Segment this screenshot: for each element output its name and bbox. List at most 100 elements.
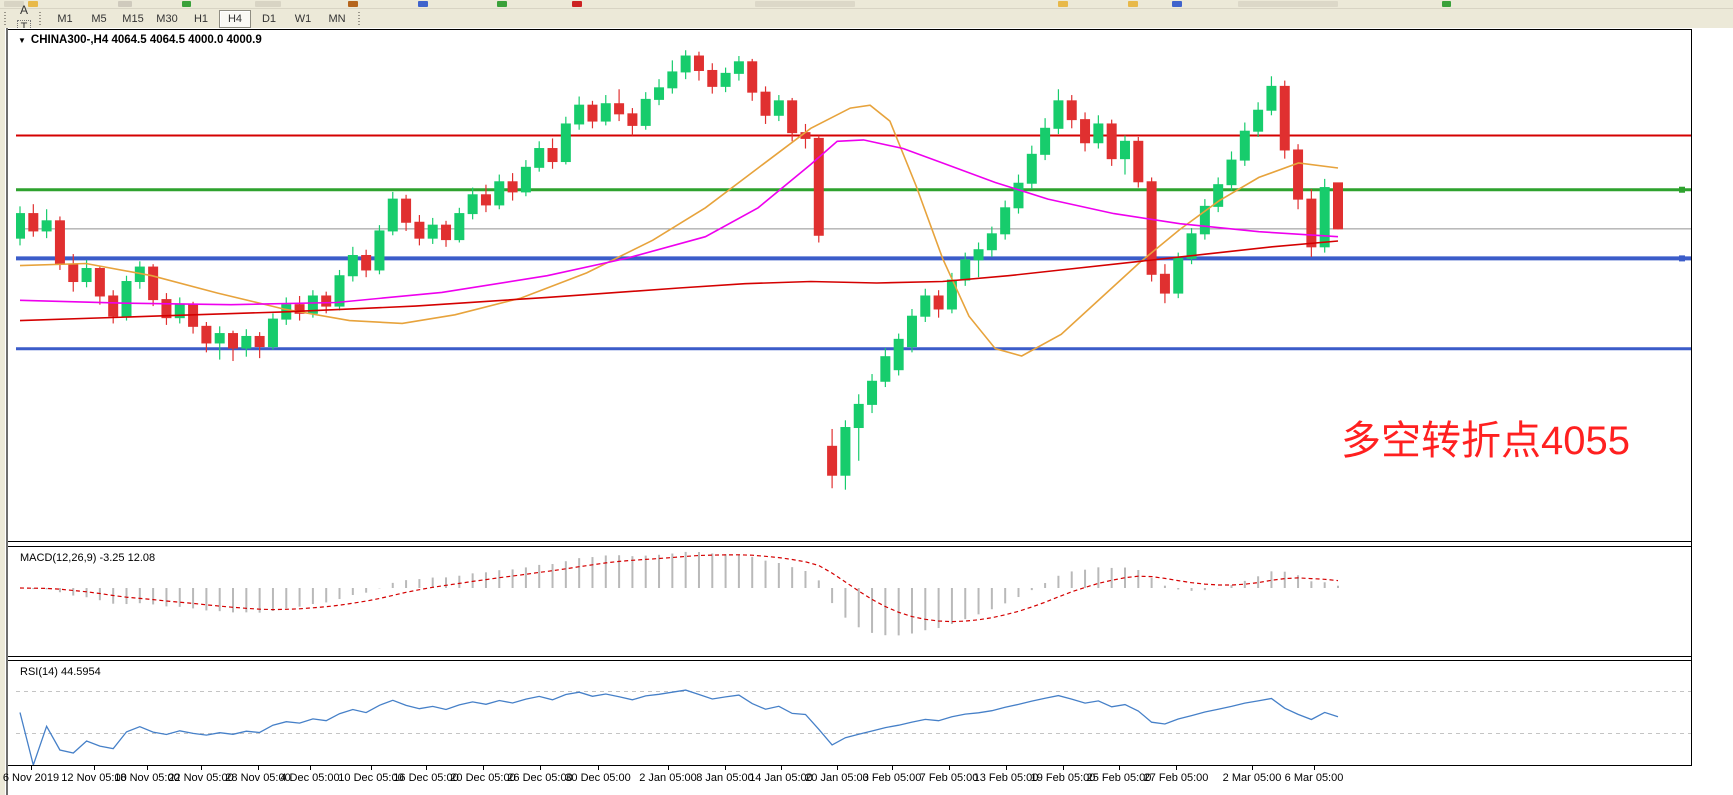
time-axis-label[interactable]: 6 Mar 05:00 bbox=[1284, 772, 1344, 784]
time-axis-label[interactable]: 27 Feb 05:00 bbox=[1143, 772, 1209, 784]
candle-body bbox=[600, 103, 611, 122]
candle-body bbox=[787, 100, 798, 134]
chevron-down-icon[interactable]: ▼ bbox=[18, 35, 26, 45]
timeframe-button-mn[interactable]: MN bbox=[328, 12, 346, 25]
main-price-pane[interactable] bbox=[8, 50, 1691, 490]
time-axis-tick bbox=[781, 766, 782, 770]
time-axis-label[interactable]: 13 Feb 05:00 bbox=[973, 772, 1039, 784]
time-axis-tick bbox=[1063, 766, 1064, 770]
toolbar-icon-fragment[interactable] bbox=[755, 1, 855, 7]
toolbar-icon-fragment[interactable] bbox=[1058, 1, 1068, 7]
time-axis-tick bbox=[892, 766, 893, 770]
candle-body bbox=[1226, 159, 1237, 186]
time-axis-tick bbox=[1314, 766, 1315, 770]
time-axis-label[interactable]: 20 Dec 05:00 bbox=[450, 772, 516, 784]
time-axis-label[interactable]: 22 Nov 05:00 bbox=[168, 772, 234, 784]
time-axis-tick bbox=[1119, 766, 1120, 770]
candle-body bbox=[1119, 140, 1130, 160]
candle-body bbox=[747, 61, 758, 93]
time-axis-tick bbox=[483, 766, 484, 770]
time-axis-label[interactable]: 28 Nov 05:00 bbox=[225, 772, 291, 784]
price-axis[interactable] bbox=[1695, 28, 1733, 795]
time-axis-label[interactable]: 2 Jan 05:00 bbox=[639, 772, 697, 784]
candle-body bbox=[347, 255, 358, 277]
candle-body bbox=[361, 255, 372, 271]
time-axis-label[interactable]: 25 Feb 05:00 bbox=[1086, 772, 1152, 784]
candle-body bbox=[1186, 233, 1197, 259]
candle-body bbox=[1333, 182, 1343, 230]
time-axis-label[interactable]: 30 Dec 05:00 bbox=[565, 772, 631, 784]
time-axis-label[interactable]: 6 Nov 2019 bbox=[2, 772, 60, 784]
time-axis-label[interactable]: 14 Jan 05:00 bbox=[749, 772, 813, 784]
candle-body bbox=[853, 403, 864, 429]
candle-body bbox=[1080, 119, 1091, 144]
candle-body bbox=[1199, 205, 1210, 235]
candle-body bbox=[707, 69, 718, 87]
toolbar-icon-fragment[interactable] bbox=[418, 1, 428, 7]
toolbar-icon-fragment[interactable] bbox=[28, 1, 38, 7]
timeframe-button-m30[interactable]: M30 bbox=[156, 12, 178, 25]
toolbar-icon-fragment[interactable] bbox=[255, 1, 281, 7]
toolbar-icon-fragment[interactable] bbox=[182, 1, 191, 7]
time-axis-label[interactable]: 20 Jan 05:00 bbox=[805, 772, 869, 784]
time-axis-tick bbox=[598, 766, 599, 770]
line-handle[interactable] bbox=[1679, 255, 1685, 262]
time-axis-label[interactable]: 18 Nov 05:00 bbox=[114, 772, 180, 784]
candle-body bbox=[760, 91, 771, 116]
time-axis-tick bbox=[31, 766, 32, 770]
candle-body bbox=[534, 148, 545, 168]
timeframe-button-m1[interactable]: M1 bbox=[57, 12, 73, 25]
time-axis-label[interactable]: 7 Feb 05:00 bbox=[919, 772, 979, 784]
toolbar-icon-fragment[interactable] bbox=[118, 1, 132, 7]
toolbar-grip bbox=[358, 11, 363, 26]
text-label-icon[interactable]: A bbox=[14, 2, 34, 19]
time-axis-label[interactable]: 19 Feb 05:00 bbox=[1030, 772, 1096, 784]
toolbar-icon-fragment[interactable] bbox=[572, 1, 582, 7]
timeframe-button-m15[interactable]: M15 bbox=[122, 12, 144, 25]
time-axis-label[interactable]: 12 Nov 05:00 bbox=[61, 772, 127, 784]
candle-body bbox=[614, 103, 625, 115]
candle-body bbox=[494, 181, 505, 206]
rsi-pane[interactable] bbox=[16, 689, 1691, 765]
toolbar-icon-fragment[interactable] bbox=[1238, 1, 1338, 7]
candle-body bbox=[1146, 181, 1157, 275]
candle-body bbox=[480, 194, 491, 206]
timeframe-button-h4[interactable]: H4 bbox=[219, 9, 251, 28]
toolbar-icon-fragment[interactable] bbox=[497, 1, 507, 7]
timeframe-button-h1[interactable]: H1 bbox=[193, 12, 209, 25]
timeframe-button-w1[interactable]: W1 bbox=[294, 12, 312, 25]
ma-fast-orange bbox=[19, 104, 1339, 357]
line-handle[interactable] bbox=[1679, 186, 1685, 193]
time-axis-tick bbox=[94, 766, 95, 770]
candle-body bbox=[427, 224, 438, 239]
toolbar-icon-fragment[interactable] bbox=[1128, 1, 1138, 7]
time-axis-label[interactable]: 26 Dec 05:00 bbox=[507, 772, 573, 784]
time-axis-label[interactable]: 16 Dec 05:00 bbox=[393, 772, 459, 784]
candle-body bbox=[1040, 127, 1051, 155]
time-axis-label[interactable]: 2 Mar 05:00 bbox=[1222, 772, 1282, 784]
toolbar-icon-fragment[interactable] bbox=[348, 1, 358, 7]
time-axis-label[interactable]: 3 Feb 05:00 bbox=[862, 772, 922, 784]
timeframe-button-m5[interactable]: M5 bbox=[91, 12, 107, 25]
chart-title-text: CHINA300-,H4 4064.5 4064.5 4000.0 4000.9 bbox=[30, 34, 262, 46]
time-axis-tick bbox=[668, 766, 669, 770]
toolbar-icon-fragment[interactable] bbox=[1172, 1, 1182, 7]
candle-body bbox=[680, 55, 691, 73]
candle-body bbox=[148, 266, 159, 301]
toolbar-icon-fragment[interactable] bbox=[1442, 1, 1451, 7]
candle-body bbox=[560, 123, 571, 163]
chart-canvas[interactable] bbox=[8, 28, 1733, 795]
toolbar-icon-fragment[interactable] bbox=[4, 1, 24, 7]
candle-body bbox=[1000, 207, 1011, 235]
time-axis-label[interactable]: 4 Dec 05:00 bbox=[280, 772, 340, 784]
time-axis-label[interactable]: 8 Jan 05:00 bbox=[696, 772, 754, 784]
chart-window: ▼ CHINA300-,H4 4064.5 4064.5 4000.0 4000… bbox=[0, 28, 1733, 795]
candle-body bbox=[28, 213, 39, 232]
candle-body bbox=[321, 295, 332, 307]
candle-body bbox=[307, 295, 318, 314]
candle-body bbox=[640, 98, 651, 126]
timeframe-button-d1[interactable]: D1 bbox=[261, 12, 277, 25]
macd-pane[interactable] bbox=[19, 551, 1339, 636]
time-axis-label[interactable]: 10 Dec 05:00 bbox=[338, 772, 404, 784]
candle-body bbox=[1093, 123, 1104, 144]
